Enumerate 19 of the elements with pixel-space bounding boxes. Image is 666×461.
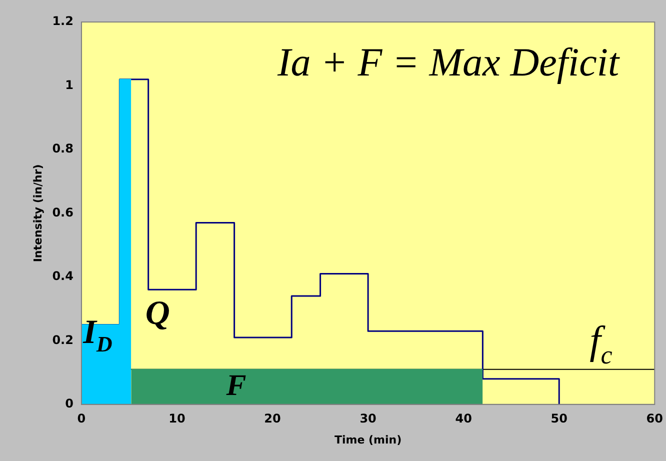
y-tick-label: 0.8 xyxy=(52,142,74,156)
y-axis-title: Intensity (in/hr) xyxy=(31,164,44,262)
x-tick-label: 50 xyxy=(550,412,568,426)
x-tick-label: 10 xyxy=(168,412,186,426)
x-tick-label: 20 xyxy=(264,412,281,426)
y-tick-label: 0 xyxy=(65,396,74,411)
annotation: F xyxy=(225,368,246,402)
x-axis-title: Time (min) xyxy=(334,433,402,446)
annotation: Ia + F = Max Deficit xyxy=(276,40,620,85)
y-tick-label: 0.2 xyxy=(52,332,74,347)
x-tick-label: 0 xyxy=(77,412,86,426)
y-tick-label: 0.6 xyxy=(52,205,74,220)
x-tick-label: 30 xyxy=(360,412,376,426)
x-tick-label: 40 xyxy=(455,412,472,426)
y-tick-label: 1.2 xyxy=(52,14,74,28)
y-tick-label: 0.4 xyxy=(52,269,74,284)
annotation: Q xyxy=(145,295,170,332)
y-tick-label: 1 xyxy=(65,78,74,92)
x-tick-label: 60 xyxy=(646,412,663,426)
